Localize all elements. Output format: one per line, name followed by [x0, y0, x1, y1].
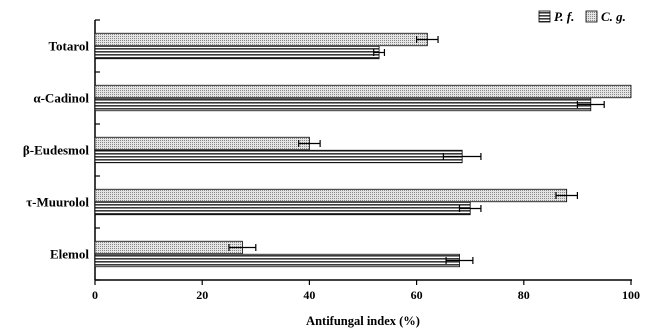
bar-cg	[94, 136, 310, 151]
x-axis-label: Antifungal index (%)	[306, 314, 420, 328]
category-label: Elemol	[50, 247, 89, 262]
bar-cg	[94, 84, 632, 99]
category-label: Totarol	[49, 39, 90, 54]
legend-label-cg: C. g.	[601, 9, 626, 24]
bar-cg	[94, 188, 568, 203]
bar-pf	[94, 253, 460, 268]
bar-pf	[94, 201, 471, 216]
x-tick-label: 20	[196, 288, 208, 302]
y-ticks	[95, 19, 100, 281]
category-labels: Totarol α-Cadinol β-Eudesmol τ-Muurolol Elem…	[23, 39, 89, 262]
x-ticks: 0 20 40 60 80 100	[92, 280, 640, 302]
legend-swatch-cg	[585, 10, 598, 23]
bars	[94, 32, 632, 268]
x-tick-label: 60	[411, 288, 423, 302]
category-label: τ-Muurolol	[26, 195, 89, 210]
category-label: β-Eudesmol	[23, 143, 89, 158]
bar-cg	[94, 240, 243, 255]
legend: P. f. C. g.	[538, 9, 626, 24]
x-tick-label: 100	[622, 288, 640, 302]
legend-swatch-pf	[538, 10, 551, 23]
x-tick-label: 40	[303, 288, 315, 302]
bar-cg	[94, 32, 428, 47]
legend-label-pf: P. f.	[554, 9, 574, 24]
x-tick-label: 0	[92, 288, 98, 302]
bar-pf	[94, 97, 592, 112]
bar-pf	[94, 45, 380, 60]
x-tick-label: 80	[518, 288, 530, 302]
category-label: α-Cadinol	[33, 91, 89, 106]
bar-pf	[94, 149, 463, 164]
